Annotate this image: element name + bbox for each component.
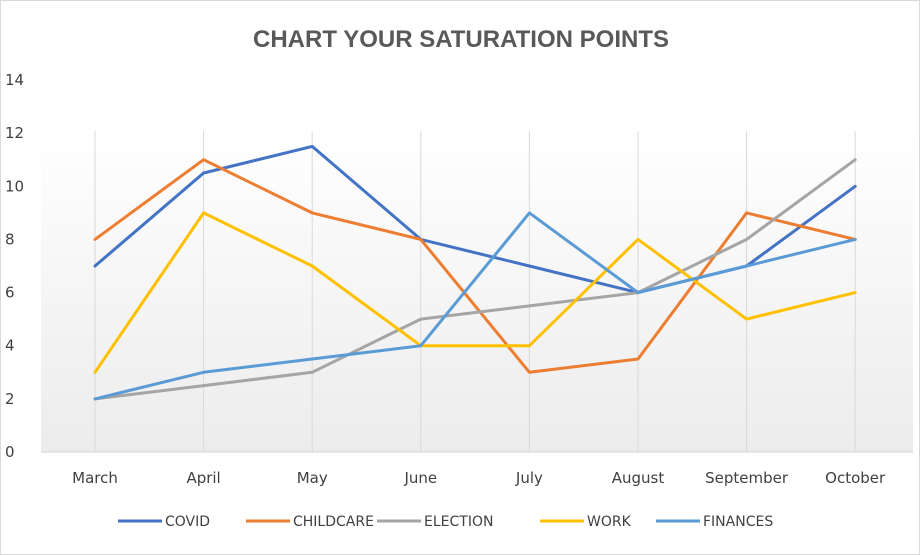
x-tick-label: October: [825, 469, 886, 487]
legend-label: COVID: [165, 514, 210, 530]
x-tick-label: March: [72, 469, 118, 487]
legend-label: WORK: [587, 514, 632, 530]
legend-label: FINANCES: [703, 514, 773, 530]
x-tick-label: April: [186, 469, 220, 487]
y-tick-label: 8: [5, 230, 15, 248]
y-tick-label: 6: [5, 284, 15, 302]
y-tick-label: 14: [5, 71, 24, 89]
series-line-work: [93, 211, 857, 374]
x-tick-label: May: [297, 469, 328, 487]
y-tick-label: 2: [5, 390, 15, 408]
legend: COVID CHILDCARE ELECTION WORK FINANCES: [118, 514, 773, 530]
x-tick-label: June: [403, 469, 437, 487]
legend-label: CHILDCARE: [293, 514, 374, 530]
x-tick-label: August: [612, 469, 665, 487]
x-tick-label: September: [705, 469, 789, 487]
plot-area: [41, 127, 913, 452]
series-line-election: [93, 158, 857, 401]
series-lines: [93, 144, 857, 401]
y-tick-label: 4: [5, 337, 15, 355]
y-axis-ticks: 0 2 4 6 8 10 12 14: [5, 71, 24, 461]
x-axis-ticks: March April May June July August September Octo…: [72, 469, 886, 487]
series-line-childcare: [93, 158, 857, 374]
y-tick-label: 10: [5, 177, 24, 195]
y-tick-label: 12: [5, 124, 24, 142]
x-tick-label: July: [515, 469, 543, 487]
y-tick-label: 0: [5, 443, 15, 461]
legend-label: ELECTION: [424, 514, 493, 530]
series-line-finances: [93, 211, 857, 401]
chart-title: CHART YOUR SATURATION POINTS: [253, 26, 669, 53]
